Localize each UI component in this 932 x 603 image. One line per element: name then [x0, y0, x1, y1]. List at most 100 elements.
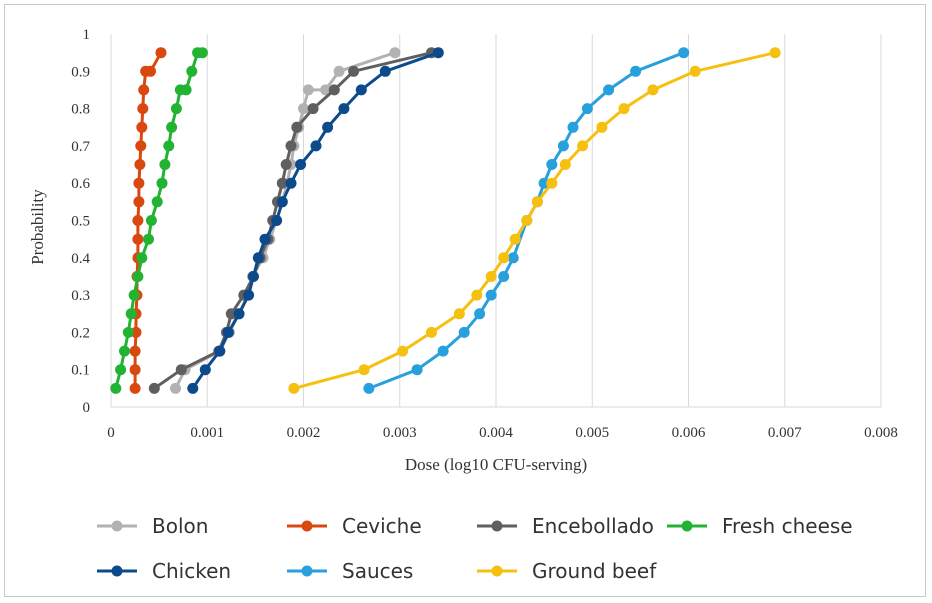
y-axis-title: Probability [28, 189, 47, 265]
legend-label: Encebollado [532, 514, 654, 538]
data-point-ceviche [138, 84, 150, 96]
y-tick-label: 0.8 [71, 102, 90, 118]
data-point-bolon [298, 103, 309, 115]
data-point-chicken [285, 177, 297, 189]
data-point-ground-beef [509, 233, 521, 245]
data-point-ground-beef [521, 215, 533, 226]
data-point-sauces [630, 65, 642, 77]
legend-item-sauces: Sauces [287, 559, 413, 583]
data-point-ground-beef [596, 121, 608, 133]
data-point-chicken [295, 159, 307, 170]
legend-swatch-marker [681, 520, 693, 532]
data-point-encebollado [148, 382, 160, 394]
x-tick-label: 0.006 [672, 425, 706, 441]
data-point-fresh-cheese [132, 271, 144, 282]
series-fresh-cheese [110, 47, 208, 394]
data-point-ground-beef [618, 103, 630, 115]
data-point-fresh-cheese [186, 65, 198, 77]
data-point-sauces [546, 159, 558, 170]
x-tick-label: 0.008 [864, 425, 898, 441]
data-point-encebollado [328, 84, 340, 96]
data-point-encebollado [225, 308, 237, 320]
x-axis-title: Dose (log10 CFU-serving) [405, 455, 587, 474]
legend-label: Sauces [342, 559, 413, 583]
series-line-fresh-cheese [114, 51, 203, 389]
data-point-encebollado [175, 364, 187, 376]
data-point-encebollado [307, 103, 319, 115]
data-point-chicken [259, 233, 271, 245]
x-tick-label: 0.007 [768, 425, 802, 441]
x-tick-label: 0.004 [479, 425, 513, 441]
data-point-fresh-cheese [156, 177, 168, 189]
data-point-ceviche [133, 177, 145, 189]
data-point-sauces [498, 271, 510, 282]
x-tick-label: 0 [107, 425, 115, 441]
data-point-fresh-cheese [163, 140, 175, 152]
legend-swatch-marker [491, 565, 503, 577]
legend-item-ground-beef: Ground beef [477, 559, 657, 583]
data-point-fresh-cheese [128, 289, 140, 301]
legend-item-encebollado: Encebollado [477, 514, 654, 538]
y-tick-label: 0.4 [71, 251, 90, 267]
data-point-chicken [243, 289, 255, 301]
data-point-chicken [233, 308, 245, 320]
data-point-chicken [222, 326, 234, 338]
data-point-sauces [538, 177, 550, 189]
chart-frame: 0 0.001 0.002 0.003 0.004 0.005 0.006 0.007 0.00… [4, 4, 926, 597]
data-point-sauces [411, 364, 423, 376]
data-point-sauces [437, 345, 449, 357]
data-point-ground-beef [546, 177, 558, 189]
y-tick-label: 0.9 [71, 64, 90, 80]
data-point-fresh-cheese [170, 103, 182, 115]
y-tick-label: 0.2 [71, 325, 90, 341]
data-point-ceviche [132, 215, 144, 226]
data-point-ground-beef [288, 382, 300, 394]
data-point-sauces [474, 308, 486, 320]
data-point-sauces [557, 140, 569, 152]
legend-label: Fresh cheese [722, 514, 853, 538]
y-tick-label: 0.5 [71, 214, 90, 230]
data-point-chicken [379, 65, 391, 77]
data-point-chicken [355, 84, 367, 96]
data-point-fresh-cheese [119, 345, 130, 357]
data-point-bolon [389, 47, 401, 59]
data-point-fresh-cheese [115, 364, 127, 376]
data-point-encebollado [285, 140, 297, 152]
legend-label: Ceviche [342, 514, 422, 538]
data-point-bolon [302, 84, 314, 96]
data-point-ceviche [134, 159, 146, 170]
data-point-encebollado [280, 159, 292, 170]
legend: Bolon Ceviche Encebollado Fresh cheese Chick… [97, 514, 853, 583]
data-point-sauces [603, 84, 615, 96]
legend-label: Ground beef [532, 559, 657, 583]
data-point-chicken [199, 364, 211, 376]
data-point-bolon [170, 382, 181, 394]
data-point-ceviche [130, 326, 142, 338]
data-point-sauces [458, 326, 470, 338]
data-point-ground-beef [498, 252, 510, 264]
data-point-ground-beef [453, 308, 465, 320]
data-point-ceviche [136, 121, 148, 133]
data-point-ceviche [132, 233, 144, 245]
data-point-fresh-cheese [159, 159, 171, 170]
data-point-ground-beef [647, 84, 659, 96]
y-tick-label: 0.1 [71, 363, 90, 379]
legend-item-ceviche: Ceviche [287, 514, 422, 538]
data-point-bolon [333, 65, 345, 77]
data-point-ceviche [129, 382, 141, 394]
series-line-chicken [191, 51, 439, 390]
data-point-chicken [432, 47, 444, 59]
series-layer [110, 47, 781, 394]
data-point-fresh-cheese [166, 121, 178, 133]
data-point-chicken [338, 103, 350, 115]
data-point-ground-beef [426, 326, 437, 338]
y-tick-label: 0.7 [71, 139, 90, 155]
series-bolon [170, 47, 401, 394]
legend-swatch-marker [111, 520, 123, 532]
data-point-chicken [252, 252, 264, 264]
series-ground-beef [288, 47, 781, 394]
data-point-ceviche [145, 65, 156, 77]
data-point-ground-beef [397, 345, 409, 357]
legend-swatch-marker [301, 565, 313, 577]
data-point-ceviche [137, 103, 149, 115]
